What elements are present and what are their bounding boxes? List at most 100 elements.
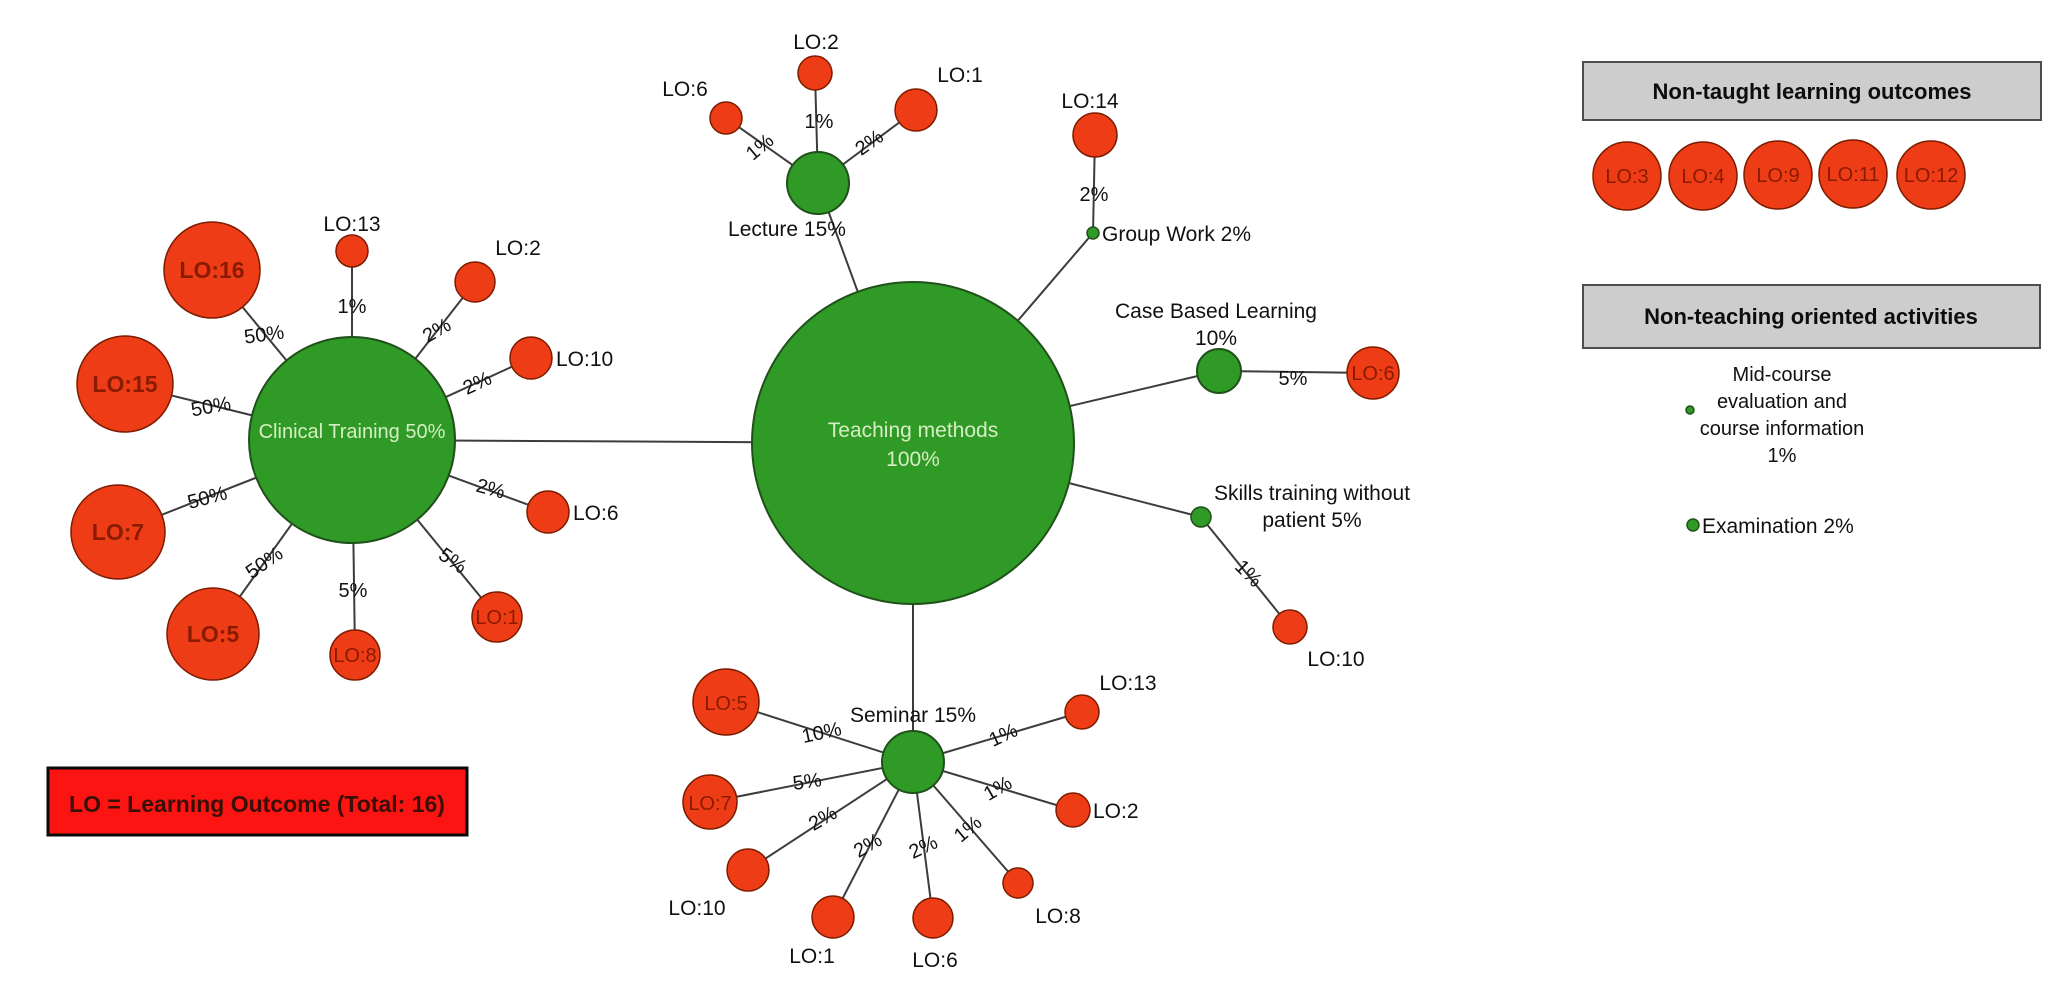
non-taught-header-box: [1582, 61, 2042, 121]
clinical-lo2-label: LO:2: [495, 237, 541, 260]
node-case-based-learning: [1196, 348, 1242, 394]
seminar-lo1-pct: 2%: [850, 829, 886, 863]
clinical-lo2-pct: 2%: [419, 314, 455, 348]
node-groupwork-lo14: [1072, 112, 1118, 158]
non-taught-header-title: Non-taught learning outcomes: [1653, 79, 1972, 104]
node-clinical-lo13: [335, 234, 369, 268]
node-seminar: [881, 730, 945, 794]
clinical-lo10-pct: 2%: [460, 367, 496, 399]
case-based-label-line2: 10%: [1195, 327, 1237, 350]
lecture-satellite-labels: LO:6 LO:2 LO:1 1% 1% 2%: [662, 31, 983, 165]
clinical-lo8-pct: 5%: [339, 580, 368, 602]
clinical-lo8-label: LO:8: [333, 645, 376, 667]
lecture-lo2-pct: 1%: [805, 111, 834, 133]
nontaught-lo4-label: LO:4: [1681, 166, 1724, 188]
nontaught-lo3-label: LO:3: [1605, 166, 1648, 188]
seminar-lo6-pct: 2%: [906, 831, 942, 863]
node-clinical-lo2: [454, 261, 496, 303]
node-nontaught-lo12: [1896, 140, 1966, 210]
non-teaching-header-title: Non-teaching oriented activities: [1644, 304, 1978, 329]
teaching-methods-label-line1: Teaching methods: [828, 419, 998, 442]
clinical-lo16-label: LO:16: [179, 257, 244, 283]
seminar-lo13-pct: 1%: [986, 719, 1022, 751]
group-work-label: Group Work 2%: [1102, 223, 1251, 246]
node-casebased-lo6: [1346, 346, 1400, 400]
clinical-lo16-pct: 50%: [243, 321, 286, 348]
groupwork-lo14-pct: 2%: [1080, 184, 1109, 206]
edge-seminar-lo10: [747, 761, 914, 871]
teaching-methods-label-line2: 100%: [886, 448, 940, 471]
node-clinical-training: [248, 336, 456, 544]
nontaught-lo9-label: LO:9: [1756, 165, 1799, 187]
lecture-lo6-label: LO:6: [662, 78, 708, 101]
clinical-lo1-pct: 5%: [434, 544, 470, 579]
node-examination: [1686, 518, 1700, 532]
non-teaching-header-box: [1582, 284, 2041, 349]
node-nontaught-lo9: [1743, 140, 1813, 210]
clinical-lo15-label: LO:15: [92, 371, 157, 397]
skills-label-line1: Skills training without: [1214, 482, 1410, 505]
node-mid-course-evaluation: [1685, 405, 1695, 415]
clinical-training-label: Clinical Training 50%: [259, 421, 446, 443]
mid-course-label-line1: Mid-course: [1733, 364, 1832, 386]
seminar-lo13-label: LO:13: [1099, 672, 1156, 695]
node-lecture-lo6: [709, 101, 743, 135]
casebased-lo6-label: LO:6: [1351, 363, 1394, 385]
mid-course-label-line3: course information: [1700, 418, 1865, 440]
clinical-lo6-pct: 2%: [474, 475, 508, 504]
node-clinical-lo6: [526, 490, 570, 534]
edge-seminar-lo7: [709, 761, 914, 803]
node-clinical-lo7: [70, 484, 166, 580]
node-seminar-lo5: [692, 668, 760, 736]
node-lecture-lo2: [797, 55, 833, 91]
seminar-lo10-pct: 2%: [805, 802, 841, 836]
clinical-lo5-label: LO:5: [187, 621, 240, 647]
outcome-nodes: [70, 55, 1400, 939]
node-lecture-lo1: [894, 88, 938, 132]
case-based-label-line1: Case Based Learning: [1115, 300, 1317, 323]
seminar-label: Seminar 15%: [850, 704, 976, 727]
seminar-lo7-pct: 5%: [791, 769, 823, 795]
clinical-lo5-pct: 50%: [242, 542, 288, 583]
seminar-lo2-pct: 1%: [980, 772, 1016, 806]
casebased-lo6-pct: 5%: [1279, 368, 1308, 390]
node-nontaught-lo3: [1592, 141, 1662, 211]
node-lecture: [786, 151, 850, 215]
clinical-lo10-label: LO:10: [556, 348, 613, 371]
node-clinical-lo1: [471, 591, 523, 643]
mid-course-label-line4: 1%: [1768, 445, 1797, 467]
node-clinical-lo10: [509, 336, 553, 380]
lecture-lo2-label: LO:2: [793, 31, 839, 54]
method-nodes: [248, 151, 1242, 794]
non-taught-panel: Non-taught learning outcomes LO:3 LO:4 L…: [1582, 61, 2042, 211]
groupwork-lo14-label: LO:14: [1061, 90, 1119, 113]
seminar-lo10-label: LO:10: [668, 897, 725, 920]
clinical-lo7-label: LO:7: [92, 519, 144, 545]
clinical-lo6-label: LO:6: [573, 502, 619, 525]
node-seminar-lo10: [726, 848, 770, 892]
node-seminar-lo8: [1002, 867, 1034, 899]
seminar-lo2-label: LO:2: [1093, 800, 1139, 823]
nontaught-lo12-label: LO:12: [1904, 165, 1958, 187]
lecture-label: Lecture 15%: [728, 218, 846, 241]
seminar-lo7-label: LO:7: [688, 793, 731, 815]
skills-label-line2: patient 5%: [1262, 509, 1361, 532]
legend-box: [46, 766, 469, 837]
node-group-work: [1086, 226, 1100, 240]
node-teaching-methods: [751, 281, 1075, 605]
node-clinical-lo15: [76, 335, 174, 433]
seminar-lo5-pct: 10%: [800, 718, 844, 748]
nontaught-lo11-label: LO:11: [1827, 164, 1880, 186]
clinical-lo7-pct: 50%: [185, 482, 230, 514]
lecture-lo1-label: LO:1: [937, 64, 983, 87]
node-nontaught-lo11: [1818, 139, 1888, 209]
method-labels: Teaching methods 100% Clinical Training …: [259, 218, 1411, 727]
node-clinical-lo16: [163, 221, 261, 319]
node-clinical-lo8: [329, 629, 381, 681]
node-nontaught-lo4: [1668, 141, 1738, 211]
seminar-lo1-label: LO:1: [789, 945, 835, 968]
clinical-lo1-label: LO:1: [475, 607, 518, 629]
node-seminar-lo13: [1064, 694, 1100, 730]
